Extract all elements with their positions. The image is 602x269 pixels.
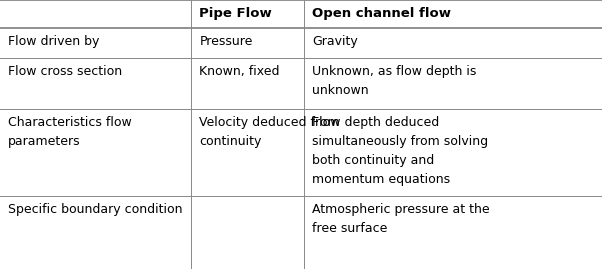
Text: Specific boundary condition: Specific boundary condition xyxy=(8,203,182,216)
Text: Open channel flow: Open channel flow xyxy=(312,7,451,20)
Text: Known, fixed: Known, fixed xyxy=(199,65,280,77)
Text: Unknown, as flow depth is
unknown: Unknown, as flow depth is unknown xyxy=(312,65,476,97)
Text: Flow depth deduced
simultaneously from solving
both continuity and
momentum equa: Flow depth deduced simultaneously from s… xyxy=(312,116,488,186)
Text: Atmospheric pressure at the
free surface: Atmospheric pressure at the free surface xyxy=(312,203,489,235)
Text: Flow driven by: Flow driven by xyxy=(8,35,99,48)
Text: Characteristics flow
parameters: Characteristics flow parameters xyxy=(8,116,132,148)
Text: Pressure: Pressure xyxy=(199,35,253,48)
Text: Velocity deduced from
continuity: Velocity deduced from continuity xyxy=(199,116,340,148)
Text: Gravity: Gravity xyxy=(312,35,358,48)
Text: Flow cross section: Flow cross section xyxy=(8,65,122,77)
Text: Pipe Flow: Pipe Flow xyxy=(199,7,272,20)
